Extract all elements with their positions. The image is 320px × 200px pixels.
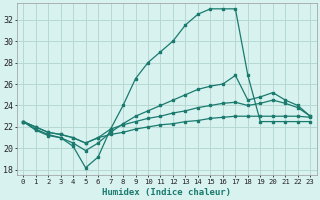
X-axis label: Humidex (Indice chaleur): Humidex (Indice chaleur) <box>102 188 231 197</box>
